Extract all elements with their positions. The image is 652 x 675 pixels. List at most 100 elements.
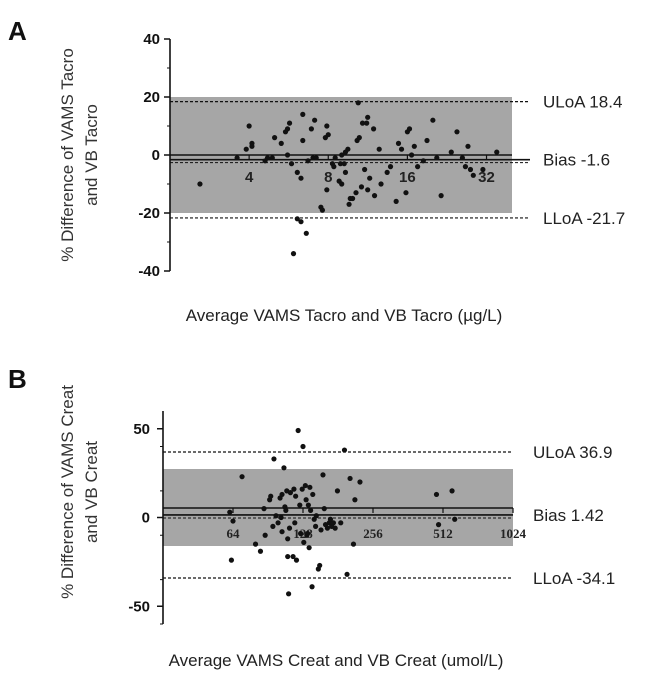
panel-b-data-point: [327, 516, 334, 522]
panel-a-data-point: [367, 175, 373, 181]
panel-a-data-point: [467, 166, 474, 173]
panel-a-y-tick-label-3: -20: [138, 205, 160, 222]
panel-b-x-tick-label-1: 128: [293, 526, 313, 541]
panel-a-x-tick-label-2: 16: [399, 169, 416, 186]
panel-a-data-point: [308, 126, 314, 132]
panel-b-data-point: [449, 488, 455, 494]
panel-a-data-point: [371, 193, 378, 199]
panel-a-data-point: [365, 187, 371, 193]
panel-b-data-point: [302, 482, 308, 489]
panel-a-data-point: [378, 181, 384, 187]
panel-a-data-point: [359, 120, 366, 126]
panel-a-data-point: [305, 158, 311, 164]
panel-b-data-point: [301, 539, 307, 545]
panel-b-data-point: [309, 584, 315, 590]
panel-a-data-point: [420, 158, 426, 164]
panel-a-letter: A: [8, 16, 27, 46]
panel-b-data-point: [352, 497, 358, 503]
panel-b-refline-label-0: ULoA 36.9: [533, 443, 612, 462]
panel-a-data-point: [284, 126, 291, 132]
panel-b-data-point: [334, 488, 341, 494]
panel-a-data-point: [272, 135, 278, 141]
panel-b-data-point: [285, 553, 291, 560]
panel-b-data-point: [344, 571, 350, 577]
panel-a-y-tick-label-2: 0: [152, 147, 160, 164]
panel-a-x-tick-label-3: 32: [478, 169, 495, 186]
panel-a-data-point: [355, 100, 361, 106]
panel-a-data-point: [398, 146, 405, 152]
panel-b-data-point: [273, 513, 279, 519]
panel-b-data-point: [230, 518, 236, 524]
panel-b-x-tick-label-4: 1024: [500, 526, 527, 541]
panel-a-data-point: [342, 169, 349, 175]
panel-b-data-point: [307, 484, 313, 490]
panel-a-data-point: [249, 143, 255, 149]
panel-a-data-point: [243, 146, 249, 152]
panel-a-data-point: [197, 181, 203, 187]
panel-b-data-point: [278, 514, 284, 521]
panel-b-data-point: [295, 427, 301, 434]
panel-a-data-point: [294, 169, 300, 175]
panel-b-data-point: [285, 536, 291, 542]
panel-a-data-point: [384, 169, 390, 175]
panel-b-data-point: [347, 475, 353, 482]
panel-b-data-point: [227, 509, 233, 515]
panel-b-ylabel-line1: % Difference of VAMS Creat: [58, 385, 77, 599]
panel-a-data-point: [434, 155, 440, 161]
panel-a-data-point: [424, 137, 430, 144]
panel-b-data-point: [287, 490, 294, 496]
panel-b-x-tick-label-2: 256: [363, 526, 383, 541]
panel-a-data-point: [337, 161, 344, 167]
panel-b-data-point: [350, 541, 357, 547]
panel-a-data-point: [346, 201, 352, 207]
panel-a-data-point: [411, 143, 417, 149]
panel-b-refline-label-1: Bias 1.42: [533, 506, 604, 525]
panel-a-data-point: [300, 137, 306, 144]
panel-b-letter: B: [8, 364, 27, 394]
panel-b-data-point: [305, 530, 311, 537]
panel-a-data-point: [393, 198, 399, 204]
panel-b-data-point: [297, 502, 303, 508]
panel-a-ylabel-line1: % Difference of VAMS Tacro: [58, 48, 77, 262]
panel-a-refline-label-0: ULoA 18.4: [543, 93, 622, 112]
panel-a-data-point: [341, 161, 347, 167]
panel-a-data-point: [349, 195, 356, 202]
panel-b-data-point: [292, 520, 298, 526]
panel-a-data-point: [465, 143, 471, 149]
panel-b-data-point: [283, 507, 289, 513]
panel-a-data-point: [406, 126, 413, 132]
panel-b-y-tick-label-1: 0: [142, 510, 150, 527]
panel-a-x-tick-label-1: 8: [324, 169, 332, 186]
panel-b-data-point: [290, 553, 296, 560]
panel-b-data-point: [318, 527, 324, 533]
panel-a-data-point: [494, 149, 500, 155]
panel-a-data-point: [356, 135, 362, 141]
panel-b-data-point: [279, 529, 285, 535]
panel-b-data-point: [303, 497, 309, 503]
panel-b-data-point: [452, 516, 458, 522]
panel-a-data-point: [415, 164, 421, 170]
panel-a-data-point: [362, 166, 368, 173]
panel-a-data-point: [290, 251, 297, 257]
panel-a-data-point: [278, 140, 284, 146]
panel-a-data-point: [264, 155, 271, 161]
panel-a-data-point: [387, 164, 394, 170]
panel-a-data-point: [269, 155, 275, 161]
panel-b: B % Difference of VAMS Creat and VB Crea…: [8, 364, 615, 670]
panel-a-data-point: [284, 152, 291, 158]
panel-b-data-point: [291, 486, 297, 492]
panel-b-data-point: [330, 520, 337, 526]
panel-b-data-point: [299, 486, 305, 492]
panel-b-data-point: [313, 513, 319, 519]
panel-a-data-point: [298, 219, 304, 225]
panel-b-data-point: [357, 479, 363, 485]
panel-a-data-point: [430, 117, 436, 123]
panel-a-data-point: [408, 152, 415, 158]
panel-b-data-point: [321, 506, 327, 512]
panel-a-data-point: [324, 187, 330, 193]
panel-b-data-point: [279, 491, 285, 498]
panel-a-data-point: [303, 230, 309, 236]
panel-a-data-point: [294, 216, 300, 222]
panel-b-data-point: [275, 520, 281, 526]
panel-a-refline-label-2: LLoA -21.7: [543, 209, 625, 228]
